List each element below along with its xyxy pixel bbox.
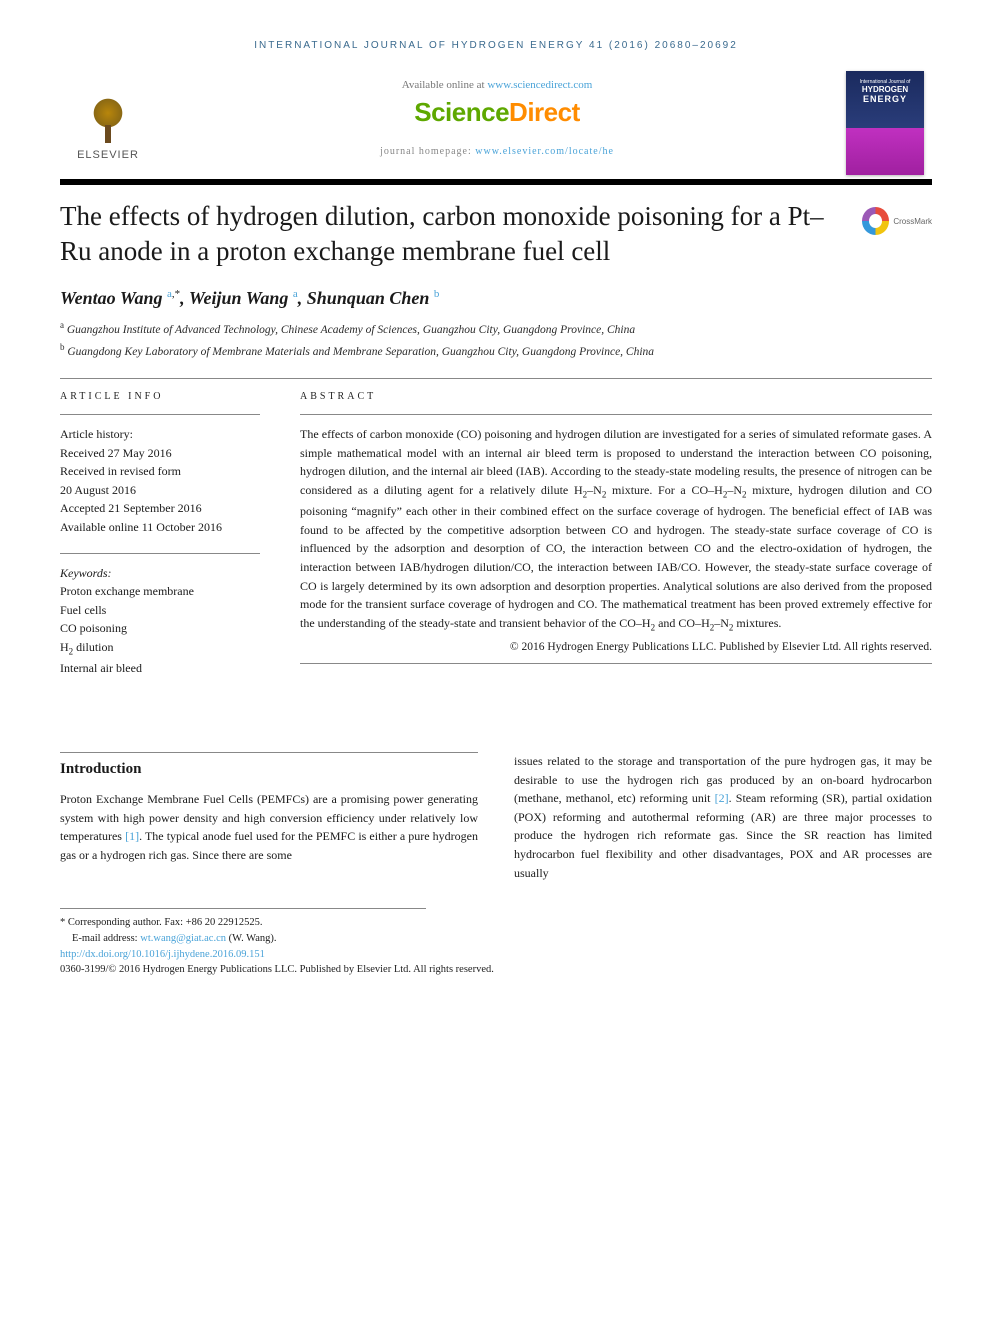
elsevier-text: ELSEVIER xyxy=(77,149,139,161)
available-online: Available online at www.sciencedirect.co… xyxy=(148,79,846,91)
footnote-block: * Corresponding author. Fax: +86 20 2291… xyxy=(60,908,426,962)
intro-paragraph-right: issues related to the storage and transp… xyxy=(514,752,932,882)
sd-word-2: Direct xyxy=(509,97,580,127)
header-center: Available online at www.sciencedirect.co… xyxy=(148,71,846,157)
history-line: Received 27 May 2016 xyxy=(60,444,260,463)
footer-copyright: 0360-3199/© 2016 Hydrogen Energy Publica… xyxy=(60,964,932,975)
abstract-copyright: © 2016 Hydrogen Energy Publications LLC.… xyxy=(300,641,932,653)
sd-word-1: Science xyxy=(414,97,509,127)
keywords-block: Keywords: Proton exchange membraneFuel c… xyxy=(60,564,260,678)
divider-bar xyxy=(60,179,932,185)
article-history: Article history: Received 27 May 2016Rec… xyxy=(60,425,260,537)
article-info-label: ARTICLE INFO xyxy=(60,391,260,402)
available-prefix: Available online at xyxy=(402,79,488,91)
keyword: Proton exchange membrane xyxy=(60,582,260,601)
divider xyxy=(60,378,932,379)
affiliation: b Guangdong Key Laboratory of Membrane M… xyxy=(60,341,932,361)
sciencedirect-logo[interactable]: ScienceDirect xyxy=(148,97,846,128)
journal-cover-thumbnail[interactable]: International Journal of HYDROGEN ENERGY xyxy=(846,71,924,175)
elsevier-tree-icon xyxy=(78,89,138,149)
authors: Wentao Wang a,*, Weijun Wang a, Shunquan… xyxy=(60,288,932,309)
intro-paragraph-left: Proton Exchange Membrane Fuel Cells (PEM… xyxy=(60,790,478,864)
introduction-heading: Introduction xyxy=(60,752,478,778)
divider xyxy=(300,414,932,415)
jh-prefix: journal homepage: xyxy=(380,146,475,157)
journal-homepage-link[interactable]: www.elsevier.com/locate/he xyxy=(475,146,614,157)
ref-link-2[interactable]: [2] xyxy=(715,791,729,805)
crossmark-button[interactable]: CrossMark xyxy=(862,203,932,239)
elsevier-logo[interactable]: ELSEVIER xyxy=(68,71,148,161)
crossmark-icon xyxy=(862,207,889,235)
history-line: Available online 11 October 2016 xyxy=(60,518,260,537)
abstract-label: ABSTRACT xyxy=(300,391,932,402)
history-heading: Article history: xyxy=(60,425,260,444)
history-line: Received in revised form xyxy=(60,462,260,481)
ref-link-1[interactable]: [1] xyxy=(125,829,139,843)
divider xyxy=(60,414,260,415)
keyword: Fuel cells xyxy=(60,601,260,620)
doi-link[interactable]: http://dx.doi.org/10.1016/j.ijhydene.201… xyxy=(60,949,265,960)
affiliation: a Guangzhou Institute of Advanced Techno… xyxy=(60,319,932,339)
cover-line2: HYDROGEN xyxy=(862,85,908,94)
email-label: E-mail address: xyxy=(72,933,140,944)
sciencedirect-link[interactable]: www.sciencedirect.com xyxy=(487,79,592,91)
keyword: CO poisoning xyxy=(60,619,260,638)
email-suffix: (W. Wang). xyxy=(226,933,276,944)
abstract-text: The effects of carbon monoxide (CO) pois… xyxy=(300,425,932,635)
running-head: INTERNATIONAL JOURNAL OF HYDROGEN ENERGY… xyxy=(60,40,932,51)
journal-homepage: journal homepage: www.elsevier.com/locat… xyxy=(148,146,846,157)
article-title: The effects of hydrogen dilution, carbon… xyxy=(60,199,850,268)
email-link[interactable]: wt.wang@giat.ac.cn xyxy=(140,933,226,944)
keyword: H2 dilution xyxy=(60,638,260,659)
history-line: 20 August 2016 xyxy=(60,481,260,500)
cover-line3: ENERGY xyxy=(863,94,907,104)
keyword: Internal air bleed xyxy=(60,659,260,678)
history-line: Accepted 21 September 2016 xyxy=(60,499,260,518)
email-line: E-mail address: wt.wang@giat.ac.cn (W. W… xyxy=(60,931,426,947)
header-row: ELSEVIER Available online at www.science… xyxy=(60,71,932,175)
divider xyxy=(300,663,932,664)
divider xyxy=(60,553,260,554)
keywords-heading: Keywords: xyxy=(60,566,112,580)
crossmark-label: CrossMark xyxy=(893,217,932,226)
corresponding-author: * Corresponding author. Fax: +86 20 2291… xyxy=(60,915,426,931)
